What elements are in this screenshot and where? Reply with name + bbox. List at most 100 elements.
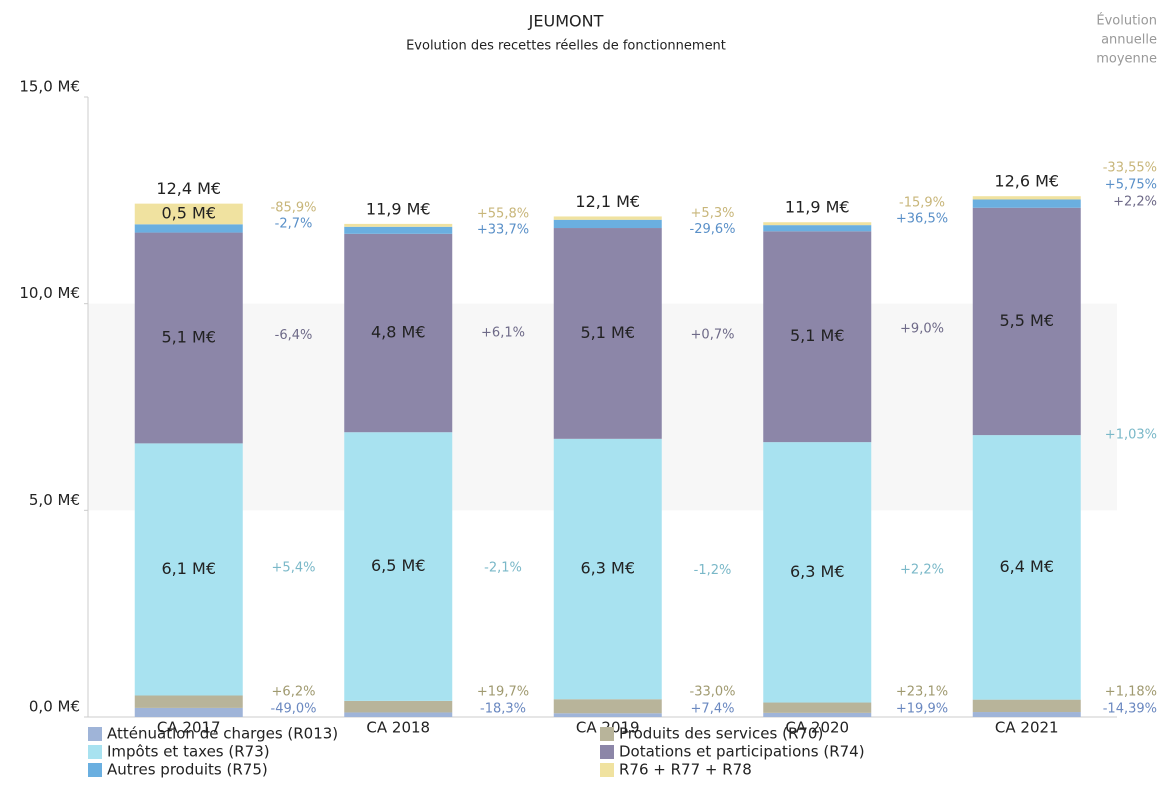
- value-label: 5,5 M€: [999, 311, 1054, 330]
- value-label: 0,5 M€: [161, 203, 216, 222]
- legend-label: Dotations et participations (R74): [619, 743, 865, 761]
- evolution-label: +6,1%: [481, 326, 525, 341]
- legend-label: Impôts et taxes (R73): [107, 743, 270, 761]
- legend-label: Autres produits (R75): [107, 761, 268, 779]
- bar-segment: [134, 203, 243, 225]
- value-label: 6,3 M€: [790, 562, 845, 581]
- legend-swatch: [88, 763, 102, 777]
- value-label: 6,4 M€: [999, 557, 1054, 576]
- legend-label: Atténuation de charges (R013): [107, 725, 338, 743]
- evolution-label: -2,1%: [484, 560, 522, 575]
- y-tick-label: 5,0 M€: [29, 491, 80, 509]
- evolution-label: -18,3%: [480, 702, 526, 717]
- evolution-label: -49,0%: [271, 702, 317, 717]
- value-label: 5,1 M€: [161, 327, 216, 346]
- average-evolution: +5,75%: [1105, 178, 1157, 193]
- bar-segment: [763, 231, 872, 443]
- bar-segment: [344, 223, 453, 227]
- evolution-label: +2,2%: [900, 562, 944, 577]
- evolution-label: +7,4%: [691, 702, 735, 717]
- total-label: 12,6 M€: [994, 172, 1059, 191]
- bar-segment: [344, 712, 453, 717]
- evolution-label: -85,9%: [271, 200, 317, 215]
- bar-segment: [763, 442, 872, 703]
- evolution-label: -2,7%: [275, 216, 313, 231]
- bar-segment: [344, 226, 453, 234]
- total-label: 12,4 M€: [156, 179, 221, 198]
- chart-title: JEUMONT: [528, 12, 604, 31]
- evolution-label: -6,4%: [275, 328, 313, 343]
- bar-segment: [553, 438, 662, 700]
- chart-subtitle: Evolution des recettes réelles de foncti…: [406, 39, 726, 54]
- x-tick-label: CA 2017: [157, 719, 221, 737]
- average-evolution: +1,18%: [1105, 685, 1157, 700]
- x-tick-label: CA 2021: [995, 719, 1059, 737]
- bar-segment: [553, 216, 662, 220]
- average-evolution: -33,55%: [1103, 161, 1157, 176]
- average-title: moyenne: [1096, 52, 1157, 67]
- legend-swatch: [88, 727, 102, 741]
- bar-segment: [134, 695, 243, 708]
- evolution-label: +0,7%: [691, 328, 735, 343]
- bar-segment: [553, 713, 662, 717]
- y-tick-label: 0,0 M€: [29, 698, 80, 716]
- legend-swatch: [88, 745, 102, 759]
- evolution-label: +19,9%: [896, 702, 948, 717]
- value-label: 5,1 M€: [790, 326, 845, 345]
- bar-segment: [763, 702, 872, 713]
- evolution-label: +19,7%: [477, 685, 529, 700]
- evolution-label: +6,2%: [272, 685, 316, 700]
- legend-swatch: [600, 727, 614, 741]
- bar-segment: [134, 707, 243, 717]
- legend-label: Produits des services (R70): [619, 725, 823, 743]
- legend-swatch: [600, 745, 614, 759]
- average-title: Évolution: [1096, 13, 1157, 29]
- average-evolution: -14,39%: [1103, 702, 1157, 717]
- bar-segment: [344, 700, 453, 713]
- average-title: annuelle: [1101, 33, 1157, 48]
- evolution-label: +5,4%: [272, 560, 316, 575]
- x-tick-label: CA 2020: [785, 719, 849, 737]
- x-tick-label: CA 2018: [366, 719, 430, 737]
- evolution-label: -15,9%: [899, 196, 945, 211]
- bar-segment: [972, 435, 1081, 700]
- total-label: 11,9 M€: [366, 199, 431, 218]
- value-label: 6,1 M€: [161, 559, 216, 578]
- legend-swatch: [600, 763, 614, 777]
- bar-segment: [344, 432, 453, 701]
- y-tick-label: 15,0 M€: [19, 78, 80, 96]
- bar-segment: [553, 699, 662, 714]
- bar-segment: [972, 207, 1081, 436]
- evolution-label: -1,2%: [694, 563, 732, 578]
- total-label: 11,9 M€: [785, 198, 850, 217]
- bar-segment: [972, 196, 1081, 200]
- evolution-label: -29,6%: [690, 222, 736, 237]
- value-label: 4,8 M€: [371, 323, 426, 342]
- evolution-label: +33,7%: [477, 223, 529, 238]
- bar-segment: [972, 699, 1081, 713]
- bar-segment: [553, 228, 662, 439]
- evolution-label: -33,0%: [690, 685, 736, 700]
- average-evolution: +2,2%: [1113, 195, 1157, 210]
- value-label: 6,3 M€: [580, 559, 635, 578]
- bar-segment: [763, 222, 872, 226]
- evolution-label: +55,8%: [477, 207, 529, 222]
- average-evolution: +1,03%: [1105, 428, 1157, 443]
- value-label: 6,5 M€: [371, 556, 426, 575]
- evolution-label: +36,5%: [896, 212, 948, 227]
- y-tick-label: 10,0 M€: [19, 284, 80, 302]
- bar-segment: [972, 199, 1081, 208]
- bar-segment: [134, 232, 243, 444]
- bar-segment: [553, 219, 662, 229]
- evolution-label: +9,0%: [900, 322, 944, 337]
- bar-segment: [344, 233, 453, 433]
- evolution-label: +5,3%: [691, 206, 735, 221]
- bar-segment: [763, 712, 872, 717]
- evolution-label: +23,1%: [896, 685, 948, 700]
- total-label: 12,1 M€: [575, 192, 640, 211]
- bar-segment: [972, 712, 1081, 717]
- bar-segment: [134, 443, 243, 696]
- bar-segment: [763, 225, 872, 232]
- legend-label: R76 + R77 + R78: [619, 761, 752, 779]
